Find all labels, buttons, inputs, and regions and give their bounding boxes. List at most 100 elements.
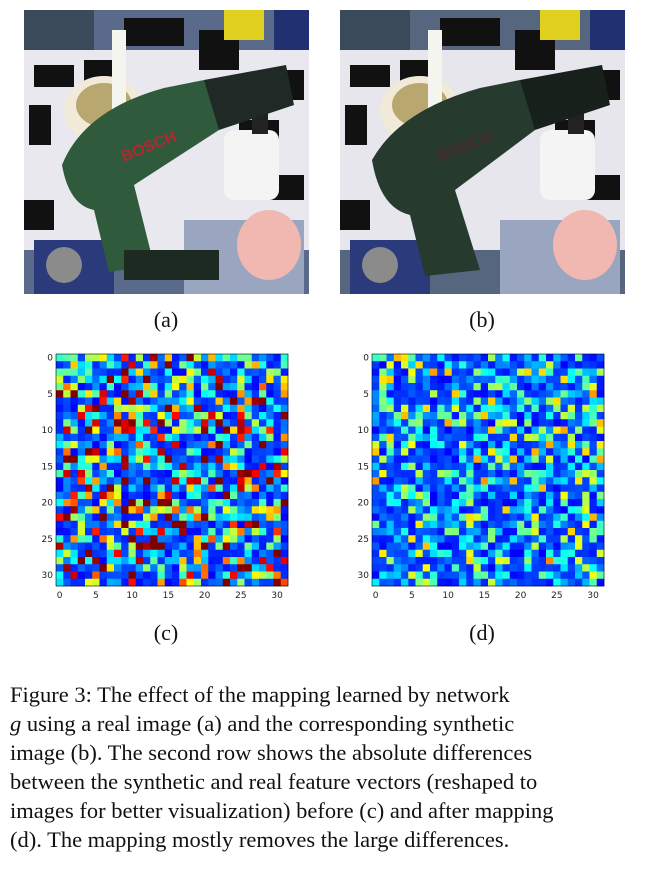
heatmap-cell — [164, 477, 173, 485]
heatmap-cell — [266, 441, 274, 449]
heatmap-cell — [430, 426, 438, 435]
heatmap-cell — [215, 535, 224, 543]
heatmap-cell — [251, 404, 260, 413]
y-tick-label: 20 — [358, 499, 370, 509]
heatmap-cell — [386, 557, 395, 565]
heatmap-cell — [201, 549, 209, 558]
heatmap-cell — [92, 535, 100, 543]
heatmap-cell — [280, 404, 289, 413]
heatmap-cell — [150, 448, 158, 456]
heatmap-cell — [546, 462, 554, 471]
heatmap-cell — [437, 491, 445, 500]
heatmap-cell — [509, 542, 518, 551]
heatmap-cell — [495, 491, 503, 500]
heatmap-cell — [172, 361, 180, 369]
heatmap-cell — [259, 419, 267, 427]
heatmap-cell — [596, 361, 605, 369]
heatmap-cell — [70, 426, 79, 435]
heatmap-cell — [386, 448, 395, 456]
heatmap-cell — [77, 368, 86, 377]
heatmap-cell — [546, 557, 554, 565]
heatmap-cell — [128, 448, 137, 456]
heatmap-cell — [208, 528, 216, 536]
heatmap-cell — [546, 506, 554, 514]
heatmap-cell — [244, 564, 253, 572]
heatmap-cell — [222, 499, 231, 507]
heatmap-cell — [237, 578, 245, 587]
heatmap-cell — [143, 535, 151, 543]
heatmap-cell — [244, 520, 253, 529]
heatmap-cell — [379, 375, 387, 384]
heatmap-cell — [582, 520, 590, 529]
heatmap-cell — [415, 433, 424, 442]
heatmap-cell — [251, 390, 260, 398]
heatmap-cell — [372, 419, 380, 427]
heatmap-cell — [401, 549, 409, 558]
heatmap-cell — [372, 448, 380, 456]
heatmap-cell — [524, 412, 532, 420]
heatmap-cell — [99, 542, 108, 551]
heatmap-cell — [379, 455, 387, 464]
heatmap-cell — [415, 477, 424, 485]
heatmap-cell — [150, 354, 158, 362]
heatmap-cell — [524, 354, 532, 362]
y-tick-label: 0 — [363, 354, 369, 364]
heatmap-cell — [459, 535, 467, 543]
heatmap-cell — [230, 354, 238, 362]
heatmap-cell — [401, 375, 409, 384]
heatmap-cell — [531, 354, 540, 362]
heatmap-cell — [56, 412, 64, 420]
heatmap-cell — [560, 542, 569, 551]
heatmap-cell — [179, 419, 187, 427]
heatmap-cell — [179, 426, 187, 435]
heatmap-cell — [215, 564, 224, 572]
heatmap-cell — [56, 484, 64, 493]
heatmap-cell — [393, 491, 402, 500]
heatmap-frame — [55, 353, 289, 587]
heatmap-cell — [480, 549, 489, 558]
heatmap-cell — [164, 549, 173, 558]
heatmap-cell — [444, 433, 453, 442]
x-tick-label: 20 — [199, 591, 211, 601]
heatmap-cell — [517, 390, 525, 398]
heatmap-cell — [444, 470, 453, 478]
heatmap-cell — [230, 477, 238, 485]
heatmap-cell — [208, 354, 216, 362]
heatmap-cell — [517, 419, 525, 427]
heatmap-cell — [473, 375, 482, 384]
heatmap-cell — [466, 564, 474, 572]
heatmap-cell — [208, 426, 216, 435]
heatmap-cell — [164, 506, 173, 514]
heatmap-cell — [524, 462, 532, 471]
heatmap-cell — [517, 448, 525, 456]
heatmap-frame — [371, 353, 605, 587]
heatmap-cell — [186, 535, 195, 543]
heatmap-cell — [509, 426, 518, 435]
heatmap-cell — [143, 542, 151, 551]
heatmap-cell — [135, 383, 144, 391]
heatmap-cell — [582, 564, 590, 572]
heatmap-cell — [495, 448, 503, 456]
heatmap-cell — [70, 361, 79, 369]
heatmap-cell — [56, 397, 64, 406]
heatmap-cell — [517, 455, 525, 464]
heatmap-cell — [422, 506, 431, 514]
heatmap-cell — [596, 455, 605, 464]
heatmap-cell — [466, 549, 474, 558]
heatmap-cell — [56, 368, 64, 377]
heatmap-cell — [596, 477, 605, 485]
heatmap-cell — [230, 528, 238, 536]
heatmap-cell — [517, 528, 525, 536]
heatmap-cell — [186, 368, 195, 377]
heatmap-cell — [157, 477, 166, 485]
heatmap-cell — [208, 448, 216, 456]
heatmap-cell — [280, 499, 289, 507]
heatmap-cell — [524, 470, 532, 478]
heatmap-cell — [215, 462, 224, 471]
heatmap-cell — [244, 484, 253, 493]
heatmap-cell — [473, 462, 482, 471]
heatmap-cell — [164, 361, 173, 369]
heatmap-cell — [582, 397, 590, 406]
heatmap-cell — [85, 542, 93, 551]
heatmap-cell — [422, 354, 431, 362]
